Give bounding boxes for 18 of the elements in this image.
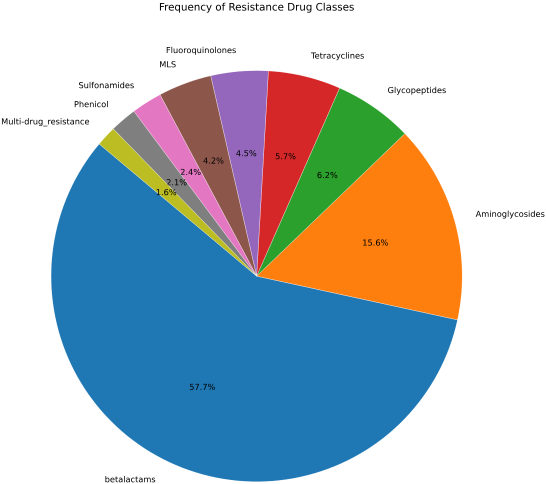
slice-label: Tetracyclines [310, 52, 364, 60]
slice-label: betalactams [105, 476, 156, 483]
slice-label: Sulfonamides [78, 82, 134, 89]
slice-label: Glycopeptides [388, 87, 446, 96]
slice-label: MLS [160, 61, 176, 68]
slice-label: Fluoroquinolones [166, 47, 236, 55]
slice-label: Phenicol [74, 101, 108, 108]
data-label: 57.7% [190, 384, 215, 390]
data-label: 4.5% [236, 150, 256, 157]
data-label: 6.2% [317, 172, 338, 178]
chart-title: Frequency of Resistance Drug Classes [160, 2, 354, 13]
data-label: 4.2% [203, 158, 224, 164]
data-label: 5.7% [276, 153, 296, 160]
data-label: 15.6% [363, 240, 388, 246]
data-label: 2.1% [166, 179, 187, 186]
data-label: 2.4% [180, 169, 201, 176]
slice-label: Multi-drug_resistance [2, 118, 90, 127]
slice-label: Aminoglycosides [476, 210, 544, 219]
